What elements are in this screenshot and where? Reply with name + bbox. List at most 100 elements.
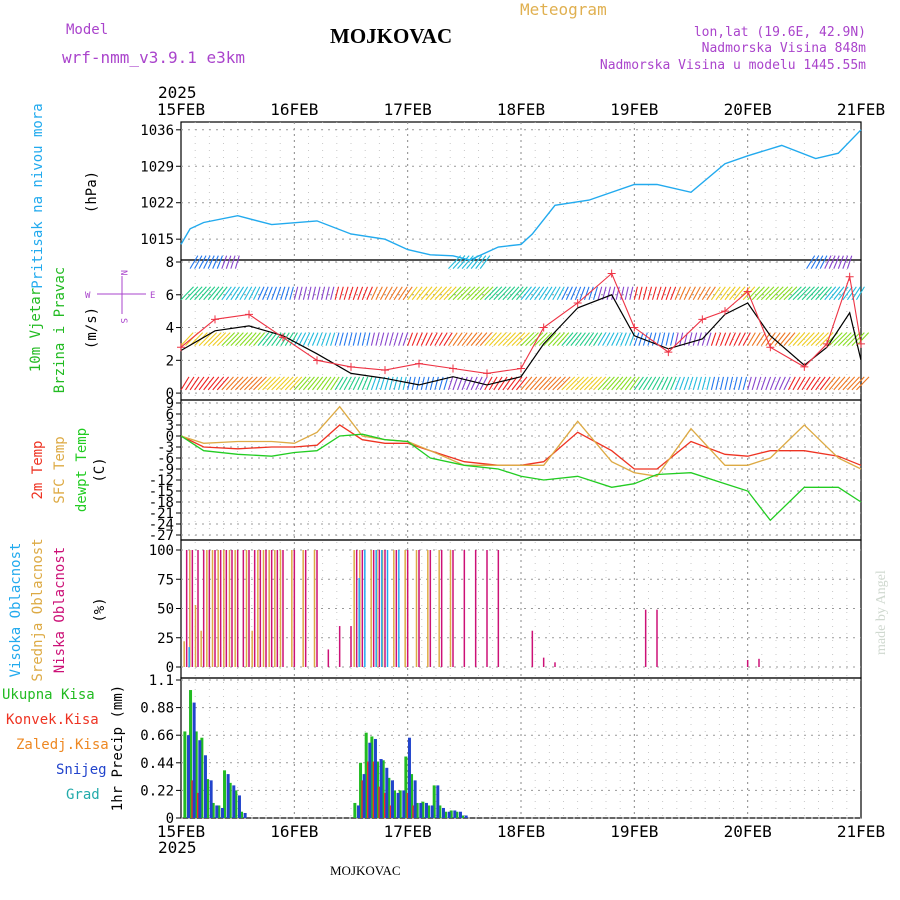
- wind-barb: [520, 332, 535, 347]
- wind-max-marker: [539, 323, 548, 332]
- wind-max-marker: [743, 287, 752, 296]
- wind-barb: [593, 376, 607, 391]
- precip-bar: [198, 740, 202, 818]
- precip-bar: [378, 786, 381, 818]
- y-tick-label: 0.66: [140, 728, 174, 744]
- wind-barb: [438, 332, 448, 346]
- wind-barb: [747, 332, 756, 346]
- precip-bar: [404, 756, 408, 818]
- wind-barb: [443, 376, 449, 391]
- wind-barb: [683, 286, 691, 301]
- wind-barb: [797, 376, 806, 391]
- wind-barb: [289, 332, 298, 346]
- wind-barb: [293, 376, 307, 391]
- wind-barb: [203, 286, 216, 301]
- wind-barb: [547, 332, 561, 347]
- wind-max-marker: [823, 339, 831, 348]
- dewpt-label: dewpt Temp: [74, 428, 90, 512]
- panel-frame-1: [180, 121, 862, 261]
- wind-barb: [574, 286, 582, 300]
- wind-barb: [479, 255, 491, 269]
- wind-barb: [615, 332, 623, 346]
- wind-barb: [534, 332, 548, 347]
- wind-barb: [547, 376, 562, 391]
- wind-barb: [788, 286, 802, 301]
- wind-barb: [579, 376, 594, 391]
- precip-bar: [359, 762, 363, 818]
- wind-barb: [203, 332, 218, 347]
- wind-max-marker: [517, 364, 525, 373]
- y-tick-label: 25: [157, 631, 174, 647]
- wind-barb: [207, 255, 215, 269]
- wind-barb: [207, 332, 222, 347]
- wind-barb: [765, 376, 772, 391]
- temp-ylabel: (C): [92, 457, 108, 482]
- wind-barb: [692, 332, 698, 346]
- wind-barb: [379, 376, 386, 391]
- wind-max-marker: [177, 343, 185, 352]
- precip-bar: [436, 785, 440, 818]
- precip-bar: [197, 792, 199, 818]
- wind-barb: [470, 332, 483, 347]
- wind-barb: [479, 332, 493, 347]
- y-tick-label: -27: [149, 528, 174, 544]
- sfctemp-label: SFC Temp: [52, 436, 68, 503]
- wind-barb: [334, 286, 340, 300]
- wind-barb: [257, 332, 270, 347]
- precip-bar: [232, 785, 236, 818]
- wind-barb: [738, 376, 743, 391]
- wind-barb: [434, 286, 448, 301]
- wind-barb: [810, 286, 824, 301]
- frz-precip-label: Zaledj.Kisa: [16, 737, 109, 753]
- wind-barb: [452, 376, 459, 391]
- wind-barb: [289, 376, 303, 391]
- wind-barb: [266, 332, 278, 346]
- wind-barb: [688, 332, 693, 346]
- wind-barb: [257, 376, 272, 391]
- wind-barb: [779, 286, 793, 301]
- wind-barb: [506, 376, 518, 391]
- credit-label: made by Angel: [874, 570, 889, 655]
- precip-bar: [396, 792, 400, 818]
- precip-bar: [200, 737, 204, 818]
- wind-barb: [497, 332, 512, 347]
- wind-barb: [448, 286, 462, 301]
- wind-barb: [257, 286, 265, 300]
- wind-barb: [470, 286, 485, 301]
- wind-barb: [225, 332, 240, 347]
- wind-barb: [275, 332, 286, 346]
- wind-barb: [343, 376, 352, 391]
- wind-barb: [312, 376, 324, 391]
- wind-barb: [216, 255, 223, 269]
- wind-barb: [402, 286, 413, 301]
- wind-barb: [797, 332, 810, 347]
- wind-barb: [665, 286, 672, 300]
- wind-barb: [262, 332, 274, 346]
- wind-barb: [538, 376, 552, 391]
- wind-barb: [674, 332, 679, 346]
- y-tick-label: 0: [166, 811, 174, 827]
- wind-barb: [579, 286, 586, 300]
- wind-barb: [806, 286, 820, 301]
- wind-barb: [348, 376, 356, 391]
- wind-barb: [225, 286, 236, 301]
- wind-barb: [325, 286, 330, 300]
- wind-max-marker: [573, 298, 582, 307]
- wind-barb: [602, 332, 611, 346]
- wind-barb: [701, 376, 707, 391]
- wind-barb: [330, 286, 335, 300]
- precip-bar: [419, 802, 423, 818]
- wind-barb: [370, 332, 375, 346]
- wind-barb: [461, 286, 476, 301]
- y-tick-label: -3: [157, 440, 174, 456]
- wind-barb: [661, 286, 667, 300]
- wind-barb: [370, 376, 377, 391]
- wind-barb: [212, 332, 227, 347]
- precip-bar: [367, 761, 369, 818]
- wind-barb: [516, 286, 528, 301]
- wind-barb: [293, 286, 299, 300]
- precip-bar: [203, 755, 207, 818]
- precip-bar: [421, 801, 425, 818]
- wind-barb: [366, 376, 373, 391]
